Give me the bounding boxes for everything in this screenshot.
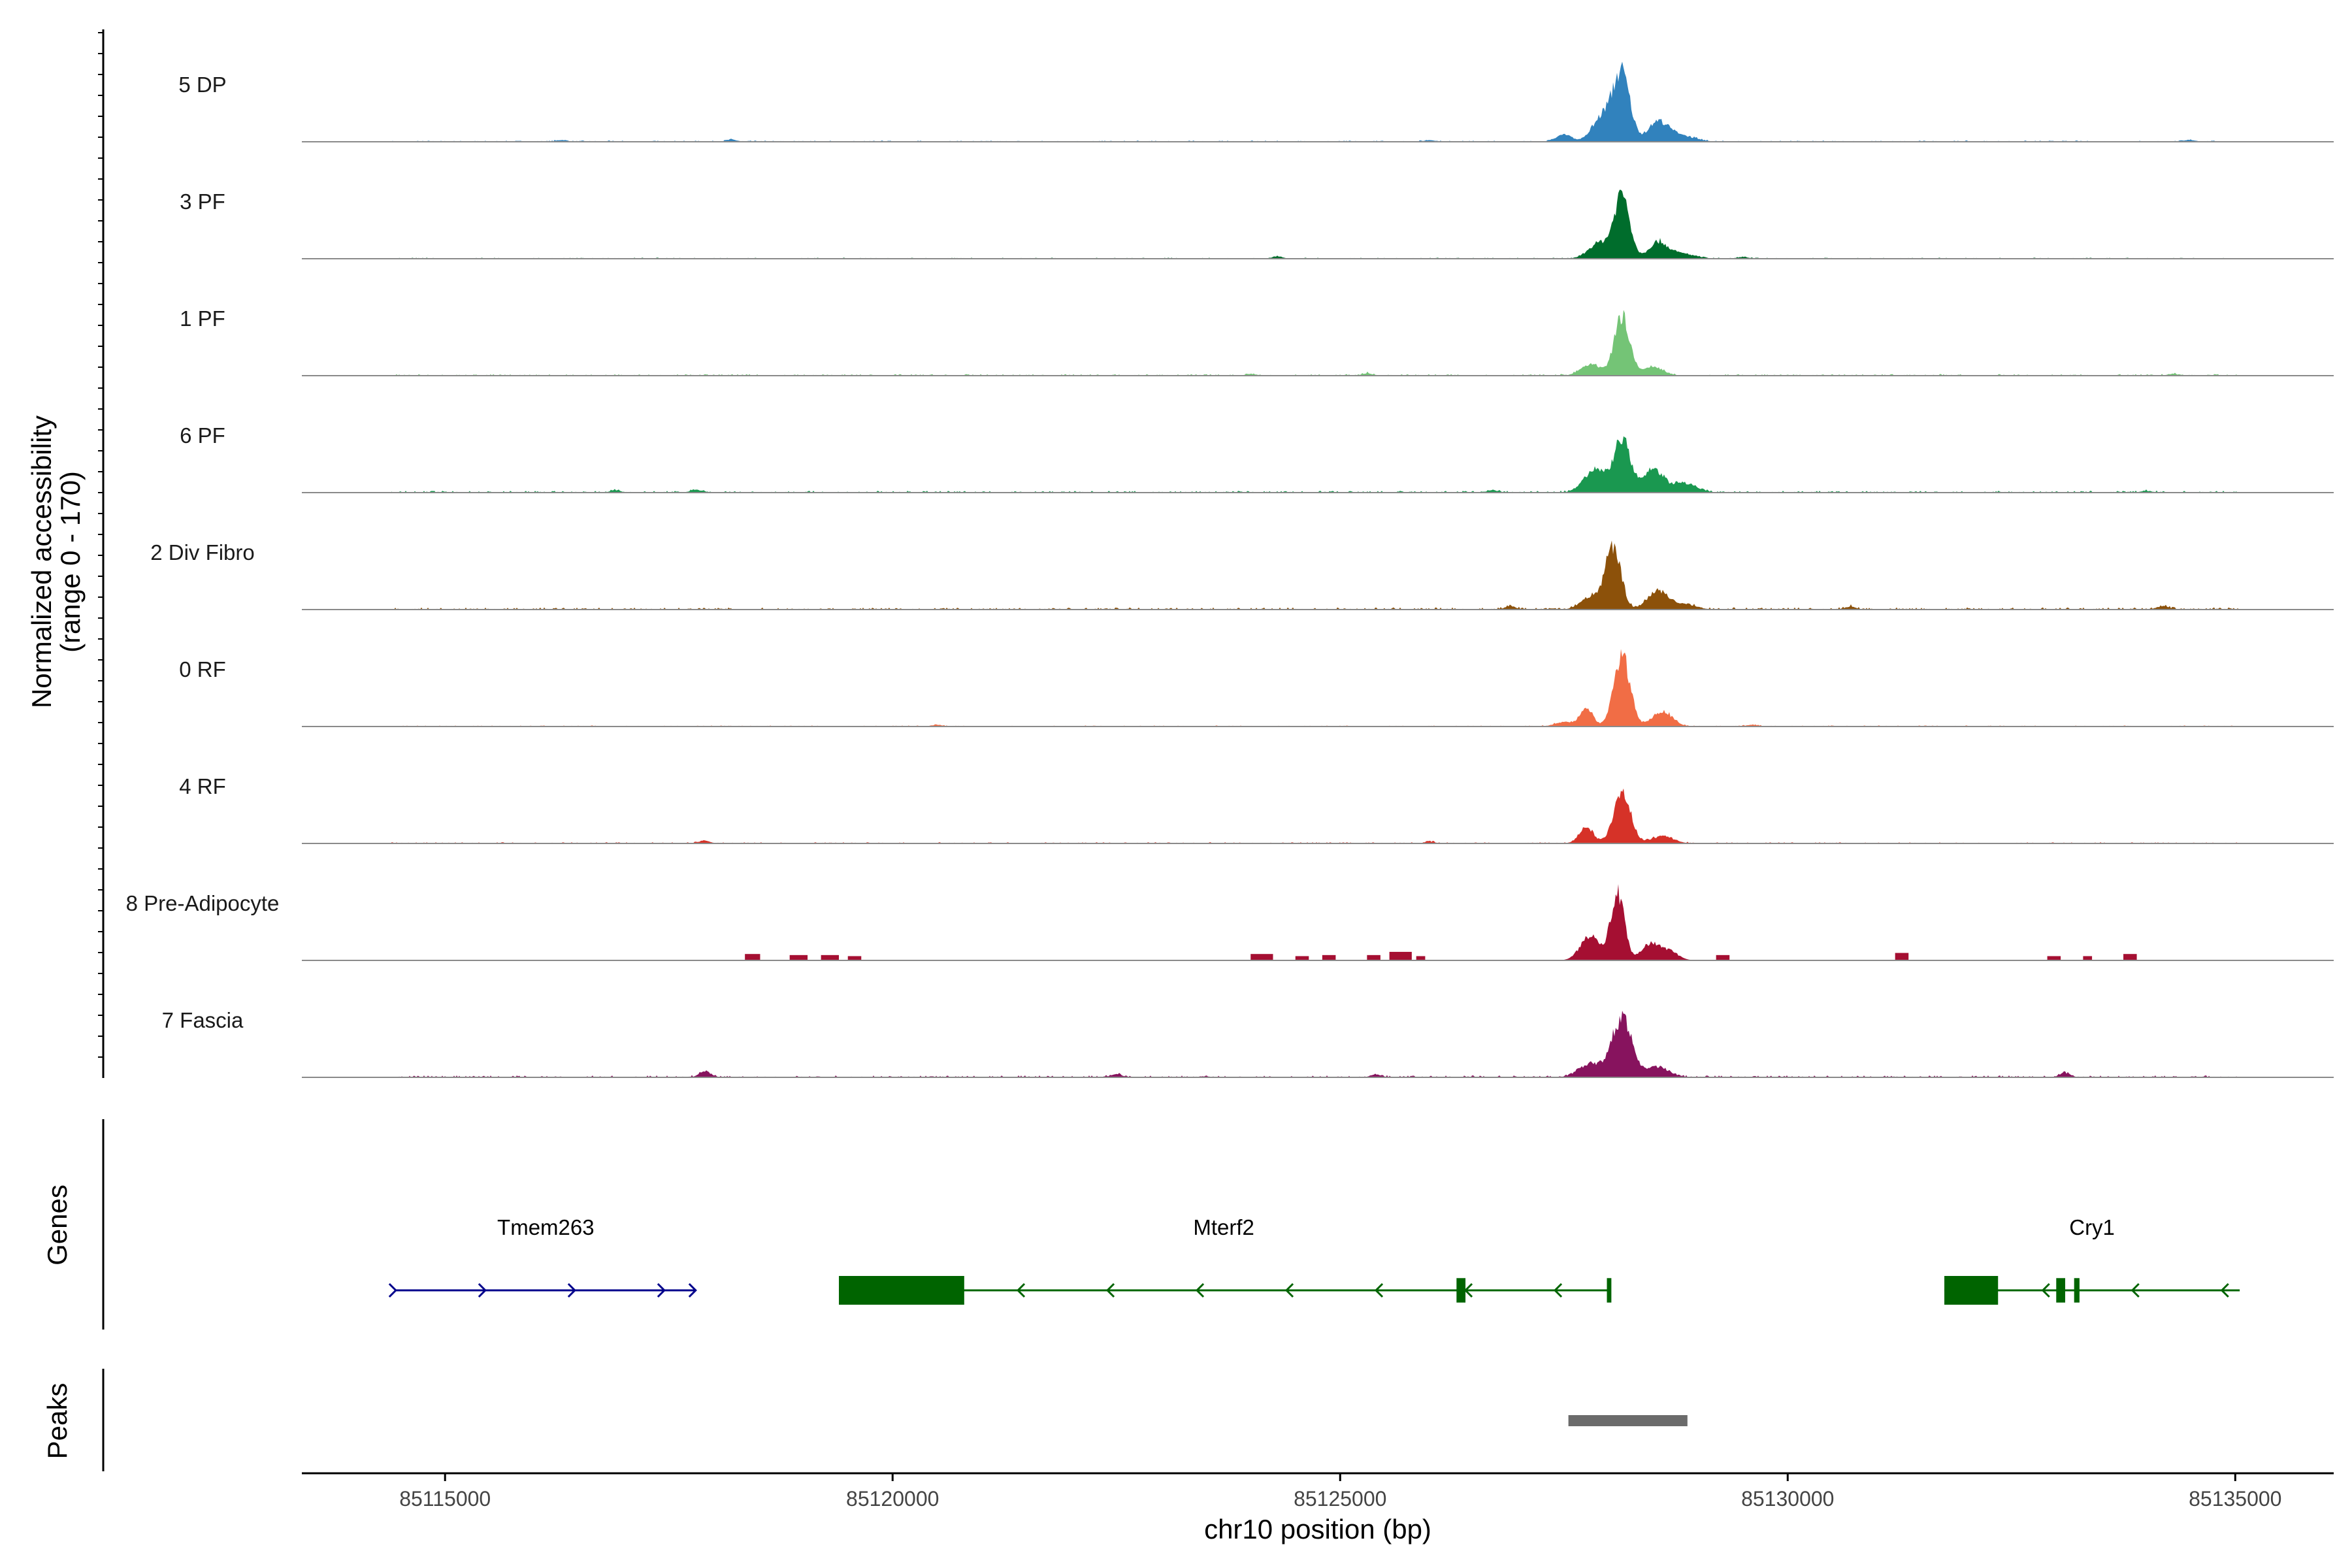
- coverage-area: [391, 788, 2240, 843]
- coverage-area: [391, 884, 2240, 960]
- strand-arrow: [478, 1282, 487, 1298]
- gene-label: Tmem263: [497, 1215, 595, 1239]
- track-label: 4 RF: [179, 774, 226, 798]
- strand-arrow: [388, 1282, 397, 1298]
- peaks-track-label: Peaks: [42, 1383, 73, 1460]
- coverage-y-ticks: [98, 32, 103, 1058]
- track-4-rf: 4 RF: [179, 774, 2334, 844]
- gene-exon: [2056, 1278, 2065, 1303]
- x-tick-label: 85130000: [1741, 1487, 1834, 1511]
- track-7-fascia: 7 Fascia: [162, 1008, 2334, 1078]
- coverage-block: [1367, 955, 1380, 960]
- coverage-area: [391, 189, 2240, 259]
- strand-arrow: [1016, 1282, 1026, 1298]
- strand-arrow: [1105, 1282, 1115, 1298]
- coverage-block: [1895, 953, 1909, 960]
- strand-arrow: [1374, 1282, 1384, 1298]
- strand-arrow: [2041, 1282, 2050, 1298]
- gene-mterf2: Mterf2: [839, 1215, 1612, 1305]
- strand-arrow: [1195, 1282, 1205, 1298]
- coverage-block: [2083, 956, 2093, 960]
- coverage-area: [391, 61, 2240, 142]
- track-label: 5 DP: [178, 73, 226, 97]
- gene-tmem263: Tmem263: [388, 1215, 697, 1298]
- y-axis-range: (range 0 - 170): [55, 471, 86, 653]
- coverage-block: [1322, 955, 1336, 960]
- gene-exon: [1607, 1278, 1612, 1303]
- track-6-pf: 6 PF: [180, 423, 2334, 493]
- x-axis-title: chr10 position (bp): [1204, 1514, 1431, 1544]
- gene-label: Cry1: [2069, 1215, 2115, 1239]
- coverage-area: [391, 436, 2240, 493]
- coverage-block: [847, 956, 862, 960]
- strand-arrow: [1463, 1282, 1473, 1298]
- gene-models: Tmem263 Mterf2 Cry1: [388, 1215, 2240, 1305]
- coverage-block: [1716, 955, 1730, 960]
- coverage-panel: 5 DP 3 PF 1 PF 6 PF 2 Div Fibro 0 RF 4 RF 8 Pre…: [26, 29, 2334, 1078]
- track-5-dp: 5 DP: [178, 61, 2334, 142]
- strand-arrow: [657, 1282, 666, 1298]
- gene-exon: [1456, 1278, 1466, 1303]
- track-1-pf: 1 PF: [180, 306, 2334, 376]
- track-0-rf: 0 RF: [179, 649, 2334, 727]
- coverage-block: [1250, 954, 1273, 960]
- gene-exon: [839, 1276, 964, 1305]
- coverage-tracks: 5 DP 3 PF 1 PF 6 PF 2 Div Fibro 0 RF 4 RF 8 Pre…: [126, 61, 2334, 1078]
- coverage-area: [391, 310, 2240, 376]
- peak-region: [1568, 1415, 1688, 1426]
- strand-arrow: [1284, 1282, 1294, 1298]
- coverage-block: [2047, 956, 2061, 960]
- coverage-block: [745, 954, 760, 960]
- track-label: 8 Pre-Adipocyte: [126, 891, 280, 915]
- coverage-block: [1295, 956, 1309, 960]
- coverage-block: [789, 955, 808, 960]
- gene-exon: [2074, 1278, 2080, 1303]
- peak-regions: [1568, 1415, 1688, 1426]
- coverage-block: [2123, 954, 2137, 960]
- strand-arrow: [567, 1282, 576, 1298]
- genes-panel: Genes Tmem263 Mterf2 Cry1: [42, 1119, 2240, 1330]
- strand-arrow: [688, 1282, 697, 1298]
- strand-arrow: [2220, 1282, 2229, 1298]
- track-2-div-fibro: 2 Div Fibro: [150, 540, 2334, 610]
- strand-arrow: [1553, 1282, 1563, 1298]
- x-tick-label: 85120000: [846, 1487, 939, 1511]
- track-8-pre-adipocyte: 8 Pre-Adipocyte: [126, 884, 2334, 961]
- track-label: 2 Div Fibro: [150, 540, 255, 564]
- coverage-block: [1389, 951, 1412, 960]
- track-label: 3 PF: [180, 189, 225, 214]
- coverage-area: [391, 1011, 2240, 1077]
- y-axis-title: Normalized accessibility: [26, 416, 57, 708]
- track-label: 7 Fascia: [162, 1008, 244, 1032]
- x-tick-label: 85115000: [399, 1487, 491, 1511]
- genes-track-label: Genes: [42, 1184, 73, 1266]
- strand-arrow: [2131, 1282, 2140, 1298]
- coverage-area: [391, 540, 2240, 610]
- coverage-block: [821, 955, 840, 960]
- coverage-block: [1416, 956, 1426, 960]
- gene-exon: [1944, 1276, 1999, 1305]
- x-tick-label: 85125000: [1294, 1487, 1386, 1511]
- gene-label: Mterf2: [1193, 1215, 1254, 1239]
- track-label: 6 PF: [180, 423, 225, 448]
- peaks-panel: Peaks: [42, 1369, 1688, 1471]
- x-tick-label: 85135000: [2189, 1487, 2281, 1511]
- track-3-pf: 3 PF: [180, 189, 2334, 259]
- track-label: 0 RF: [179, 657, 226, 681]
- x-axis: 85115000 85120000 85125000 85130000 85135000…: [302, 1472, 2334, 1544]
- x-ticks: 85115000 85120000 85125000 85130000 85135000: [399, 1473, 2281, 1511]
- gene-cry1: Cry1: [1944, 1215, 2240, 1305]
- coverage-area: [391, 649, 2240, 727]
- track-label: 1 PF: [180, 306, 225, 331]
